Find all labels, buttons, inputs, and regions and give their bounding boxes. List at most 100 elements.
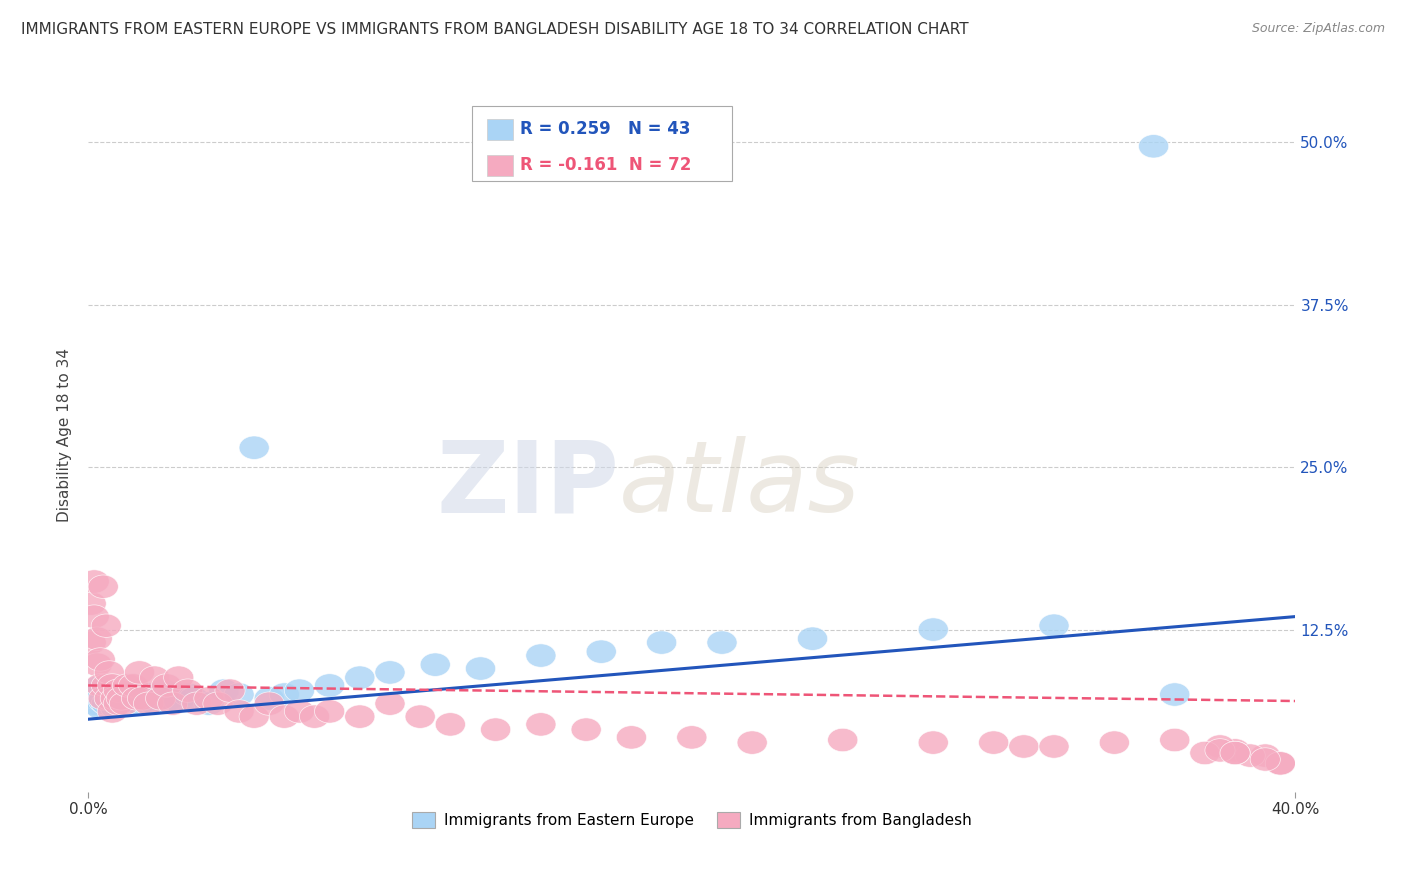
Ellipse shape [269,683,299,706]
Ellipse shape [97,683,128,706]
Ellipse shape [224,683,254,706]
Ellipse shape [344,666,375,690]
Ellipse shape [571,718,602,741]
Ellipse shape [97,673,128,698]
Ellipse shape [107,687,136,710]
Ellipse shape [420,653,450,676]
Ellipse shape [1234,744,1265,767]
Ellipse shape [526,644,555,667]
Ellipse shape [124,661,155,684]
Ellipse shape [173,679,202,702]
Ellipse shape [254,692,284,715]
Ellipse shape [82,627,112,650]
Ellipse shape [79,605,110,628]
Ellipse shape [163,690,194,713]
Ellipse shape [224,699,254,723]
Ellipse shape [118,673,149,698]
Ellipse shape [405,705,436,728]
Ellipse shape [110,692,139,715]
Ellipse shape [94,687,124,710]
Ellipse shape [103,692,134,715]
Ellipse shape [676,726,707,749]
Ellipse shape [284,679,315,702]
Ellipse shape [194,687,224,710]
Ellipse shape [1099,731,1129,755]
Ellipse shape [89,575,118,599]
Ellipse shape [91,614,121,638]
Ellipse shape [1220,741,1250,764]
Ellipse shape [91,692,121,715]
Ellipse shape [239,436,269,459]
Ellipse shape [1265,752,1295,775]
Text: Source: ZipAtlas.com: Source: ZipAtlas.com [1251,22,1385,36]
Ellipse shape [89,690,118,713]
Ellipse shape [149,679,179,702]
Ellipse shape [1265,752,1295,775]
Ellipse shape [436,713,465,736]
Ellipse shape [94,661,124,684]
Ellipse shape [586,640,616,664]
Ellipse shape [134,692,163,715]
Ellipse shape [82,687,112,710]
Ellipse shape [616,726,647,749]
Ellipse shape [112,673,142,698]
Ellipse shape [1039,735,1069,758]
Ellipse shape [89,687,118,710]
Ellipse shape [1205,739,1234,762]
Ellipse shape [1160,683,1189,706]
Y-axis label: Disability Age 18 to 34: Disability Age 18 to 34 [58,348,72,522]
Ellipse shape [239,705,269,728]
Ellipse shape [918,731,949,755]
Text: atlas: atlas [620,436,860,533]
Ellipse shape [112,690,142,713]
Ellipse shape [76,683,107,706]
Ellipse shape [375,692,405,715]
Ellipse shape [100,696,131,719]
Ellipse shape [155,687,184,710]
Ellipse shape [737,731,768,755]
Ellipse shape [269,705,299,728]
Ellipse shape [82,653,112,676]
Ellipse shape [82,676,112,699]
Ellipse shape [94,687,124,710]
Ellipse shape [100,687,131,710]
Ellipse shape [344,705,375,728]
Ellipse shape [481,718,510,741]
Ellipse shape [375,661,405,684]
Ellipse shape [202,692,233,715]
Text: R = -0.161  N = 72: R = -0.161 N = 72 [520,155,692,174]
Ellipse shape [215,679,245,702]
Ellipse shape [828,728,858,752]
Ellipse shape [1220,739,1250,762]
Ellipse shape [254,687,284,710]
Ellipse shape [1189,741,1220,764]
Ellipse shape [707,631,737,654]
Ellipse shape [179,687,209,710]
Text: R = 0.259   N = 43: R = 0.259 N = 43 [520,120,690,138]
Ellipse shape [79,570,110,593]
Ellipse shape [157,692,188,715]
Ellipse shape [209,679,239,702]
Ellipse shape [103,679,134,702]
Ellipse shape [145,687,176,710]
Ellipse shape [647,631,676,654]
Ellipse shape [79,692,110,715]
Ellipse shape [110,687,139,710]
Ellipse shape [173,683,202,706]
Ellipse shape [134,683,163,706]
Text: IMMIGRANTS FROM EASTERN EUROPE VS IMMIGRANTS FROM BANGLADESH DISABILITY AGE 18 T: IMMIGRANTS FROM EASTERN EUROPE VS IMMIGR… [21,22,969,37]
Ellipse shape [76,592,107,615]
Ellipse shape [86,673,115,698]
Ellipse shape [1205,735,1234,758]
FancyBboxPatch shape [472,106,731,181]
Ellipse shape [103,692,134,715]
Text: ZIP: ZIP [436,436,620,533]
Ellipse shape [91,673,121,698]
Ellipse shape [128,687,157,710]
Ellipse shape [139,666,170,690]
Ellipse shape [86,696,115,719]
Ellipse shape [797,627,828,650]
Ellipse shape [526,713,555,736]
Ellipse shape [1250,744,1281,767]
Ellipse shape [118,683,149,706]
